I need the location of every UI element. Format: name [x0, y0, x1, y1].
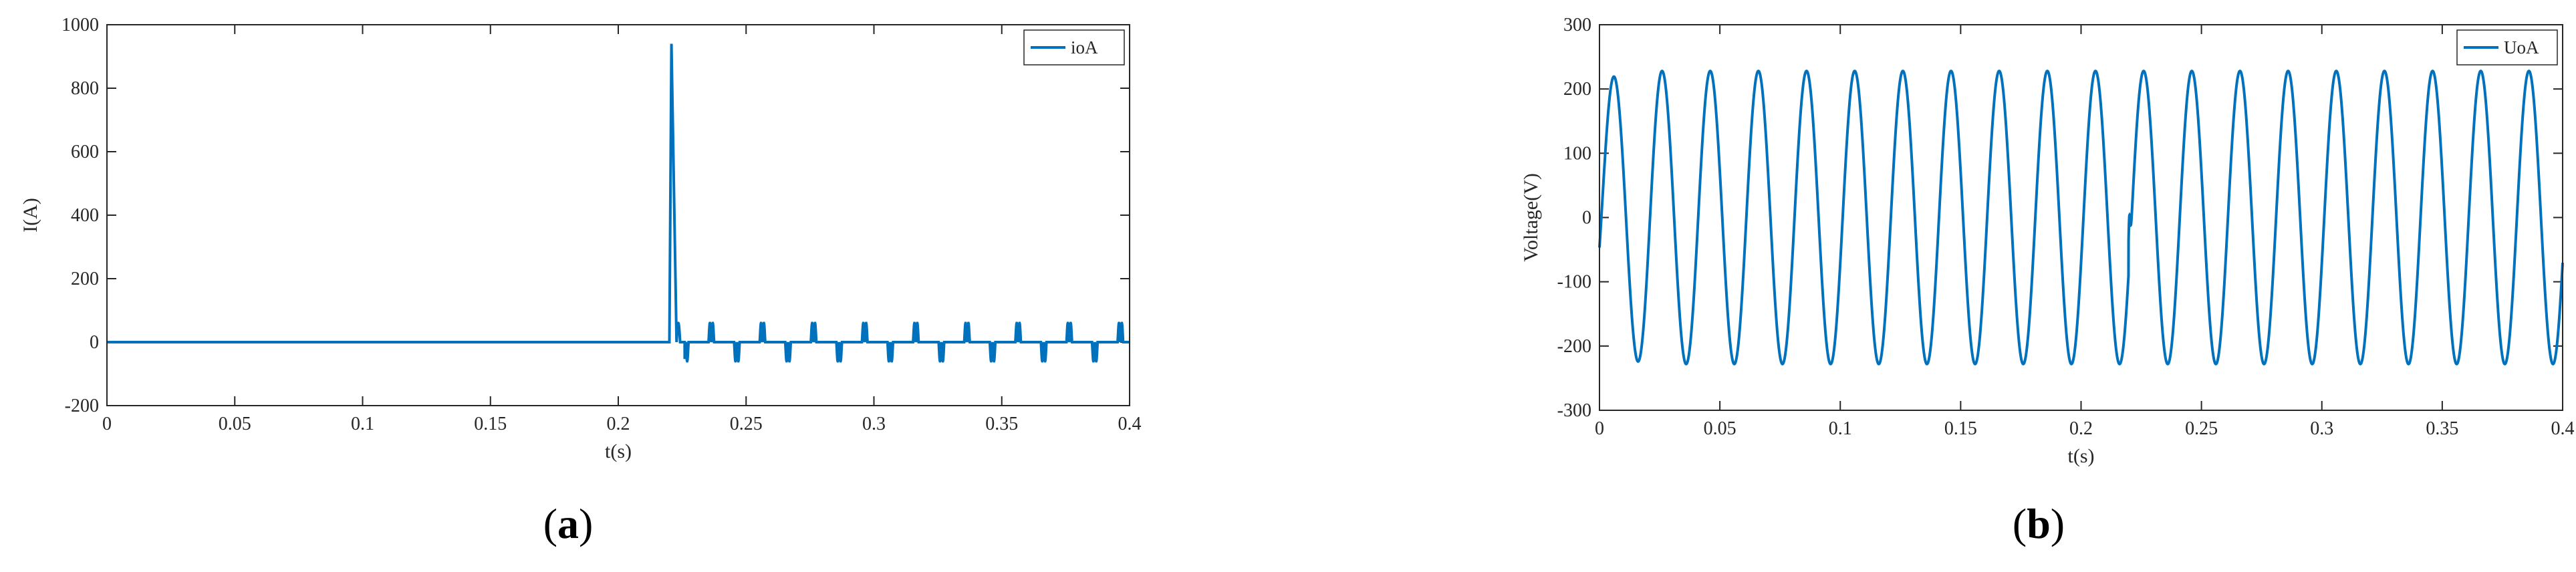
chart-panel-b: 0 0.05 0.1 0.15 0.2 0.25 0.3 0.35 0.4 -300 -200 -10…: [1520, 15, 2575, 547]
chart-a-legend: ioA: [1023, 29, 1125, 65]
chart-b-y-tick-label: 300: [1563, 15, 1591, 35]
chart-a-x-tick-label: 0.15: [474, 414, 507, 434]
chart-a-y-tick-label: 200: [71, 269, 99, 289]
chart-a-x-tick-label: 0.1: [351, 414, 374, 434]
chart-a-x-tick-label: 0.3: [862, 414, 886, 434]
chart-a-y-tick-label: 1000: [61, 15, 99, 35]
chart-a-y-tick-label: -200: [65, 396, 99, 416]
chart-a-panel-caption: (a): [543, 500, 594, 547]
chart-b-axes: 0 0.05 0.1 0.15 0.2 0.25 0.3 0.35 0.4 -300 -200 -10…: [1557, 15, 2575, 439]
chart-a-series-line-ioA: [107, 43, 1130, 363]
chart-b-x-tick-label: 0.4: [2551, 418, 2575, 439]
chart-a-y-axis-label: I(A): [19, 198, 41, 233]
chart-b-y-tick-label: 200: [1563, 79, 1591, 100]
chart-panel-a: 0 0.05 0.1 0.15 0.2 0.25 0.3 0.35 0.4-2000200400…: [19, 15, 1142, 547]
chart-b-x-tick-label: 0.15: [1944, 418, 1977, 439]
chart-b-legend-label: UoA: [2504, 37, 2539, 57]
chart-b-x-tick-label: 0.2: [2069, 418, 2093, 439]
chart-b-x-tick-label: 0.05: [1704, 418, 1736, 439]
chart-b-y-tick-label: 0: [1582, 208, 1591, 229]
chart-b-x-tick-label: 0.3: [2310, 418, 2333, 439]
chart-a-y-tick-label: 0: [90, 332, 99, 353]
chart-b-y-axis-label: Voltage(V): [1520, 173, 1542, 262]
chart-a-y-tick-label: 600: [71, 142, 99, 162]
chart-a-x-tick-label: 0.4: [1118, 414, 1142, 434]
chart-b-y-tick-label: -300: [1557, 400, 1591, 421]
chart-a-x-tick-label: 0.2: [607, 414, 630, 434]
chart-b-x-tick-label: 0.1: [1829, 418, 1852, 439]
chart-b-x-axis-label: t(s): [2068, 445, 2095, 467]
chart-a-panel-letter: a: [557, 500, 579, 547]
chart-a-y-tick-label: 400: [71, 205, 99, 226]
chart-a-axes: 0 0.05 0.1 0.15 0.2 0.25 0.3 0.35 0.4-2000200400…: [61, 15, 1142, 434]
chart-a-x-tick-label: 0.35: [985, 414, 1018, 434]
chart-b-x-tick-label: 0: [1595, 418, 1604, 439]
chart-b-legend: UoA: [2456, 29, 2558, 65]
chart-b-series-line-UoA: [1598, 69, 2564, 366]
chart-a-frame: [106, 24, 1130, 406]
chart-b-frame: [1599, 24, 2563, 411]
chart-b-x-tick-label: 0.35: [2426, 418, 2458, 439]
chart-a-x-axis-label: t(s): [605, 440, 632, 462]
chart-a-x-tick-label: 0.25: [730, 414, 763, 434]
chart-b-panel-caption: (b): [2013, 500, 2065, 547]
chart-b-y-tick-label: -100: [1557, 272, 1591, 293]
chart-a-x-tick-label: 0.05: [219, 414, 251, 434]
chart-b-x-tick-label: 0.25: [2185, 418, 2218, 439]
chart-a-y-tick-label: 800: [71, 78, 99, 99]
chart-b-y-tick-label: 100: [1563, 143, 1591, 164]
chart-b-y-tick-label: -200: [1557, 336, 1591, 357]
chart-b-panel-letter: b: [2027, 500, 2051, 547]
chart-a-legend-label: ioA: [1071, 37, 1098, 57]
chart-a-x-tick-label: 0: [102, 414, 112, 434]
